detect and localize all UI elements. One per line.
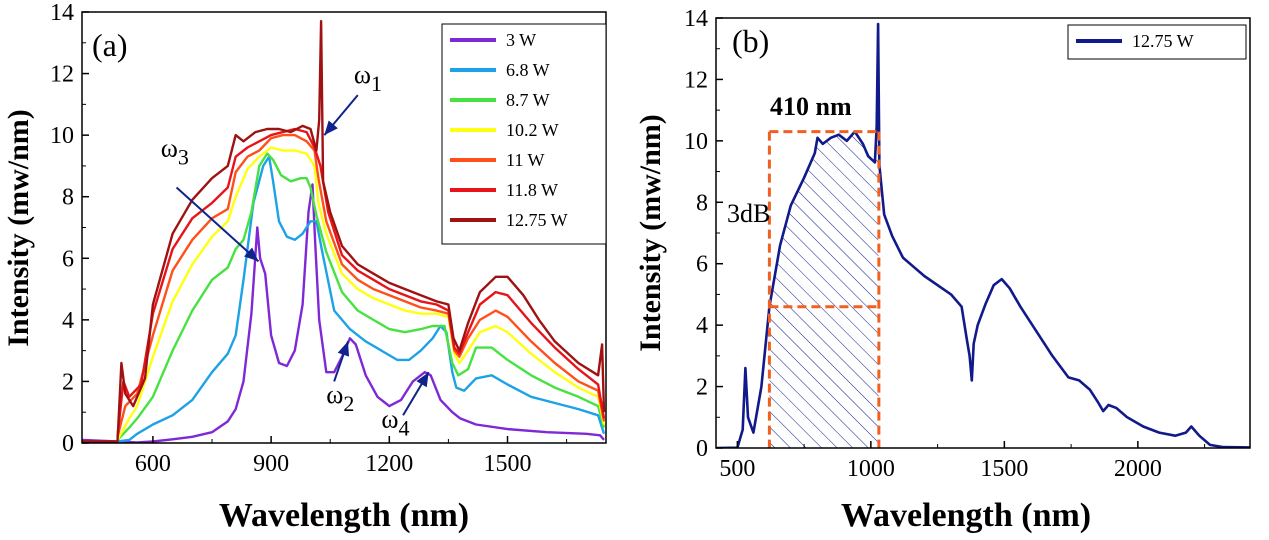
panel-b-y-axis-title: Intensity (mw/nm) bbox=[634, 114, 667, 352]
panel-b-legend: 12.75 W bbox=[1067, 24, 1247, 60]
panel-b-label: (b) bbox=[732, 23, 769, 59]
panel-a-label: (a) bbox=[92, 27, 128, 63]
panel-b-legend-label: 12.75 W bbox=[1132, 31, 1194, 51]
panel-a-arrowhead-3 bbox=[244, 247, 259, 262]
panel-a-legend-label: 11 W bbox=[506, 150, 545, 170]
panel-a-omega-label-3: ω3 bbox=[161, 134, 189, 170]
panel-b-x-tick-label: 1000 bbox=[847, 456, 895, 482]
panel-a-series-line-5 bbox=[116, 127, 606, 437]
panel-b-series-layer bbox=[716, 22, 1250, 448]
panel-b-shaded-band bbox=[769, 131, 879, 448]
panel-a-y-tick-label: 2 bbox=[62, 369, 74, 395]
panel-a-legend-label: 12.75 W bbox=[506, 210, 568, 230]
panel-a-legend-box bbox=[441, 23, 607, 245]
panel-a-x-axis-title: Wavelength (nm) bbox=[219, 497, 469, 534]
panel-b-x-tick-label: 500 bbox=[719, 456, 755, 482]
panel-a-legend: 3 W 6.8 W 8.7 W 10.2 W 11 W 11.8 W 12.75 W bbox=[441, 23, 607, 245]
panel-b-y-tick-label: 8 bbox=[696, 190, 708, 216]
panel-b-y-tick-label: 2 bbox=[696, 375, 708, 401]
panel-b-guides bbox=[767, 130, 881, 448]
panel-a-legend-label: 11.8 W bbox=[506, 180, 558, 200]
panel-a-y-tick-label: 6 bbox=[62, 246, 74, 272]
panel-a-x-tick-label: 900 bbox=[253, 451, 289, 477]
panel-a-y-tick-label: 8 bbox=[62, 185, 74, 211]
panel-a-omega-label-1: ω1 bbox=[354, 60, 382, 96]
panel-a-series-line-1 bbox=[117, 155, 606, 443]
panel-a-series-line-6 bbox=[82, 20, 606, 443]
panel-b-3db-label: 3dB bbox=[727, 199, 770, 228]
panel-a-legend-label: 3 W bbox=[506, 30, 536, 50]
panel-a-y-tick-label: 12 bbox=[50, 62, 74, 88]
panel-a-legend-label: 8.7 W bbox=[506, 90, 550, 110]
panel-a-arrowhead-4 bbox=[416, 372, 429, 388]
panel-a-series-line-2 bbox=[116, 152, 606, 441]
panel-a-arrow-3 bbox=[175, 186, 260, 263]
panel-a-y-axis-title: Intensity (mw/nm) bbox=[2, 109, 35, 347]
panel-a-ticks: 600 900 1200 1500 0 2 4 6 8 10 12 14 bbox=[50, 0, 568, 477]
panel-a-y-tick-label: 0 bbox=[62, 431, 74, 457]
panel-a-arrowhead-2 bbox=[337, 341, 350, 357]
panel-b-y-tick-label: 6 bbox=[696, 252, 708, 278]
panel-a-y-tick-label: 10 bbox=[50, 123, 74, 149]
panel-b-x-tick-label: 1500 bbox=[980, 456, 1028, 482]
panel-a-legend-label: 10.2 W bbox=[506, 120, 559, 140]
panel-a-arrowhead-1 bbox=[324, 120, 338, 136]
panel-a-series-line-3 bbox=[116, 146, 606, 441]
panel-b-bandwidth-label: 410 nm bbox=[770, 92, 852, 121]
panel-a-y-tick-label: 14 bbox=[50, 0, 74, 26]
panel-a-series-line-0 bbox=[82, 183, 605, 443]
panel-b-x-axis-title: Wavelength (nm) bbox=[841, 497, 1091, 534]
panel-a-x-tick-label: 1200 bbox=[365, 451, 413, 477]
panel-b: 500 1000 1500 2000 0 2 4 6 8 10 12 14 (b) 410 nm 3d… bbox=[634, 6, 1251, 534]
panel-b-y-tick-label: 4 bbox=[696, 313, 708, 339]
panel-a-y-tick-label: 4 bbox=[62, 308, 74, 334]
panel-b-y-tick-label: 14 bbox=[684, 6, 708, 32]
panel-b-y-tick-label: 0 bbox=[696, 436, 708, 462]
panel-b-y-tick-label: 12 bbox=[684, 67, 708, 93]
panel-b-series-line-0 bbox=[716, 22, 1250, 448]
panel-b-x-tick-label: 2000 bbox=[1114, 456, 1162, 482]
panel-a-legend-label: 6.8 W bbox=[506, 60, 550, 80]
panel-a-omega-label-2: ω2 bbox=[326, 380, 354, 416]
panel-b-ticks: 500 1000 1500 2000 0 2 4 6 8 10 12 14 bbox=[684, 6, 1206, 482]
panel-a-x-tick-label: 600 bbox=[135, 451, 171, 477]
panel-b-y-tick-label: 10 bbox=[684, 129, 708, 155]
panel-b-hatched-area bbox=[769, 131, 879, 448]
panel-a-x-tick-label: 1500 bbox=[484, 451, 532, 477]
